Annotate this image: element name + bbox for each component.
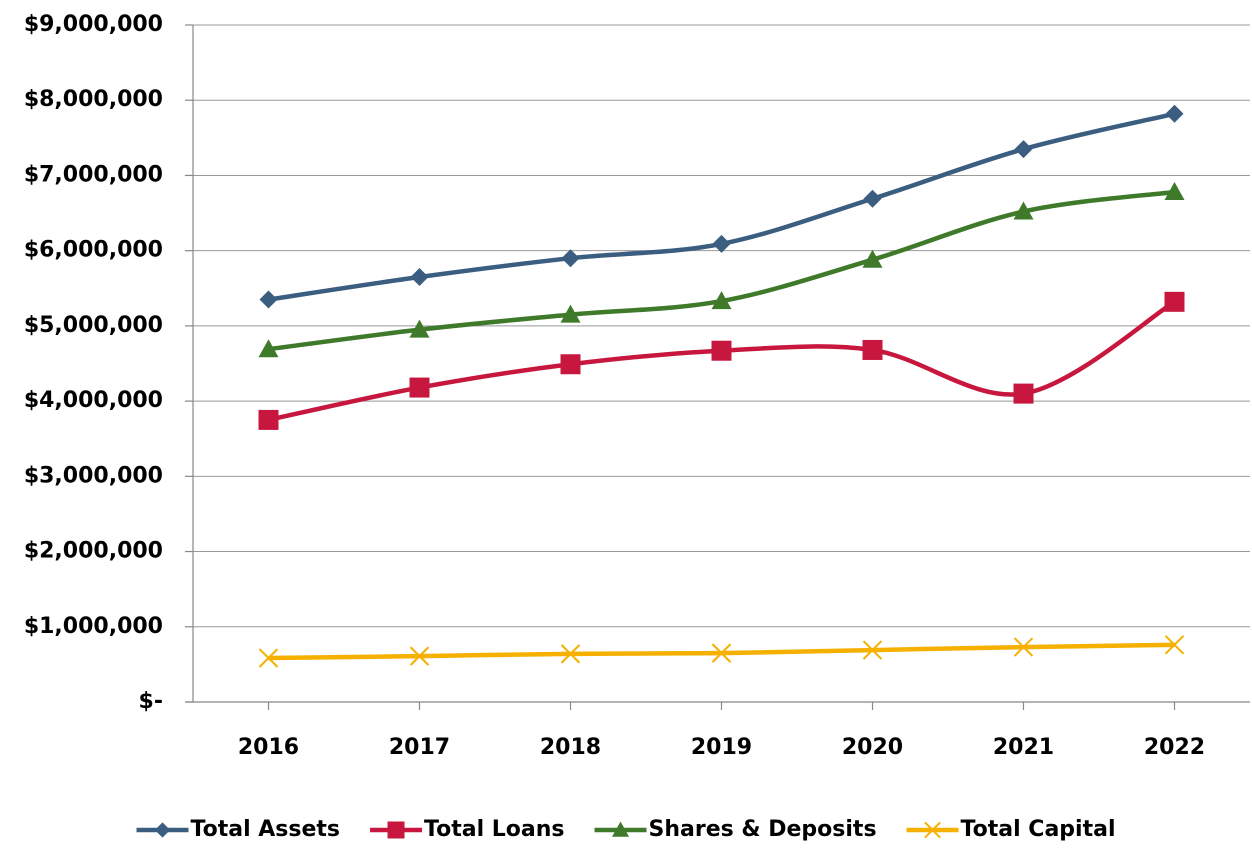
x-tick-label: 2022 [1144, 735, 1205, 760]
y-tick-label: $1,000,000 [24, 614, 163, 639]
marker [612, 821, 630, 837]
marker [924, 821, 941, 839]
y-tick-label: $3,000,000 [24, 463, 163, 488]
marker [409, 319, 430, 338]
marker [410, 267, 429, 286]
x-tick-label: 2018 [540, 735, 601, 760]
marker [711, 643, 732, 663]
x-tick-label: 2020 [842, 735, 903, 760]
marker [1164, 291, 1185, 312]
legend-item: Total Assets [136, 817, 341, 842]
marker [1165, 104, 1184, 123]
marker [387, 821, 405, 839]
marker [1013, 201, 1034, 220]
x-tick-label: 2019 [691, 735, 752, 760]
marker [561, 249, 580, 268]
marker [862, 249, 883, 268]
legend-item: Shares & Deposits [594, 817, 877, 842]
y-tick-label: $7,000,000 [24, 162, 163, 187]
marker [862, 640, 883, 660]
marker [409, 377, 430, 398]
y-tick-label: $5,000,000 [24, 313, 163, 338]
marker [1164, 181, 1185, 200]
marker [862, 339, 883, 360]
marker [258, 339, 279, 358]
marker [560, 304, 581, 323]
legend-item: Total Capital [906, 817, 1116, 842]
marker [258, 409, 279, 430]
marker [711, 340, 732, 361]
series-line [268, 299, 1176, 423]
marker [154, 822, 171, 838]
legend-item: Total Loans [370, 817, 565, 842]
legend-label: Shares & Deposits [649, 817, 877, 842]
marker [1164, 635, 1185, 655]
marker [560, 354, 581, 375]
legend-label: Total Capital [961, 817, 1116, 842]
y-tick-label: $9,000,000 [24, 12, 163, 37]
marker [1014, 140, 1033, 159]
marker [1013, 637, 1034, 657]
legend: Total Assets Total Loans Shares & Deposits… [136, 817, 1116, 842]
marker [711, 291, 732, 310]
series-line [268, 642, 1175, 661]
marker [409, 646, 430, 666]
marker [712, 234, 731, 253]
legend-label: Total Assets [191, 817, 341, 842]
marker [863, 189, 882, 208]
y-tick-label: $4,000,000 [24, 388, 163, 413]
y-tick-label: $8,000,000 [24, 87, 163, 112]
x-tick-label: 2021 [993, 735, 1054, 760]
x-tick-label: 2016 [238, 735, 299, 760]
x-tick-label: 2017 [389, 735, 450, 760]
legend-label: Total Loans [424, 817, 565, 842]
y-tick-label: $2,000,000 [24, 539, 163, 564]
marker [258, 648, 279, 668]
marker [259, 290, 278, 309]
marker [560, 644, 581, 664]
y-tick-label: $6,000,000 [24, 238, 163, 263]
marker [1013, 383, 1034, 404]
y-tick-label: $- [139, 689, 163, 714]
